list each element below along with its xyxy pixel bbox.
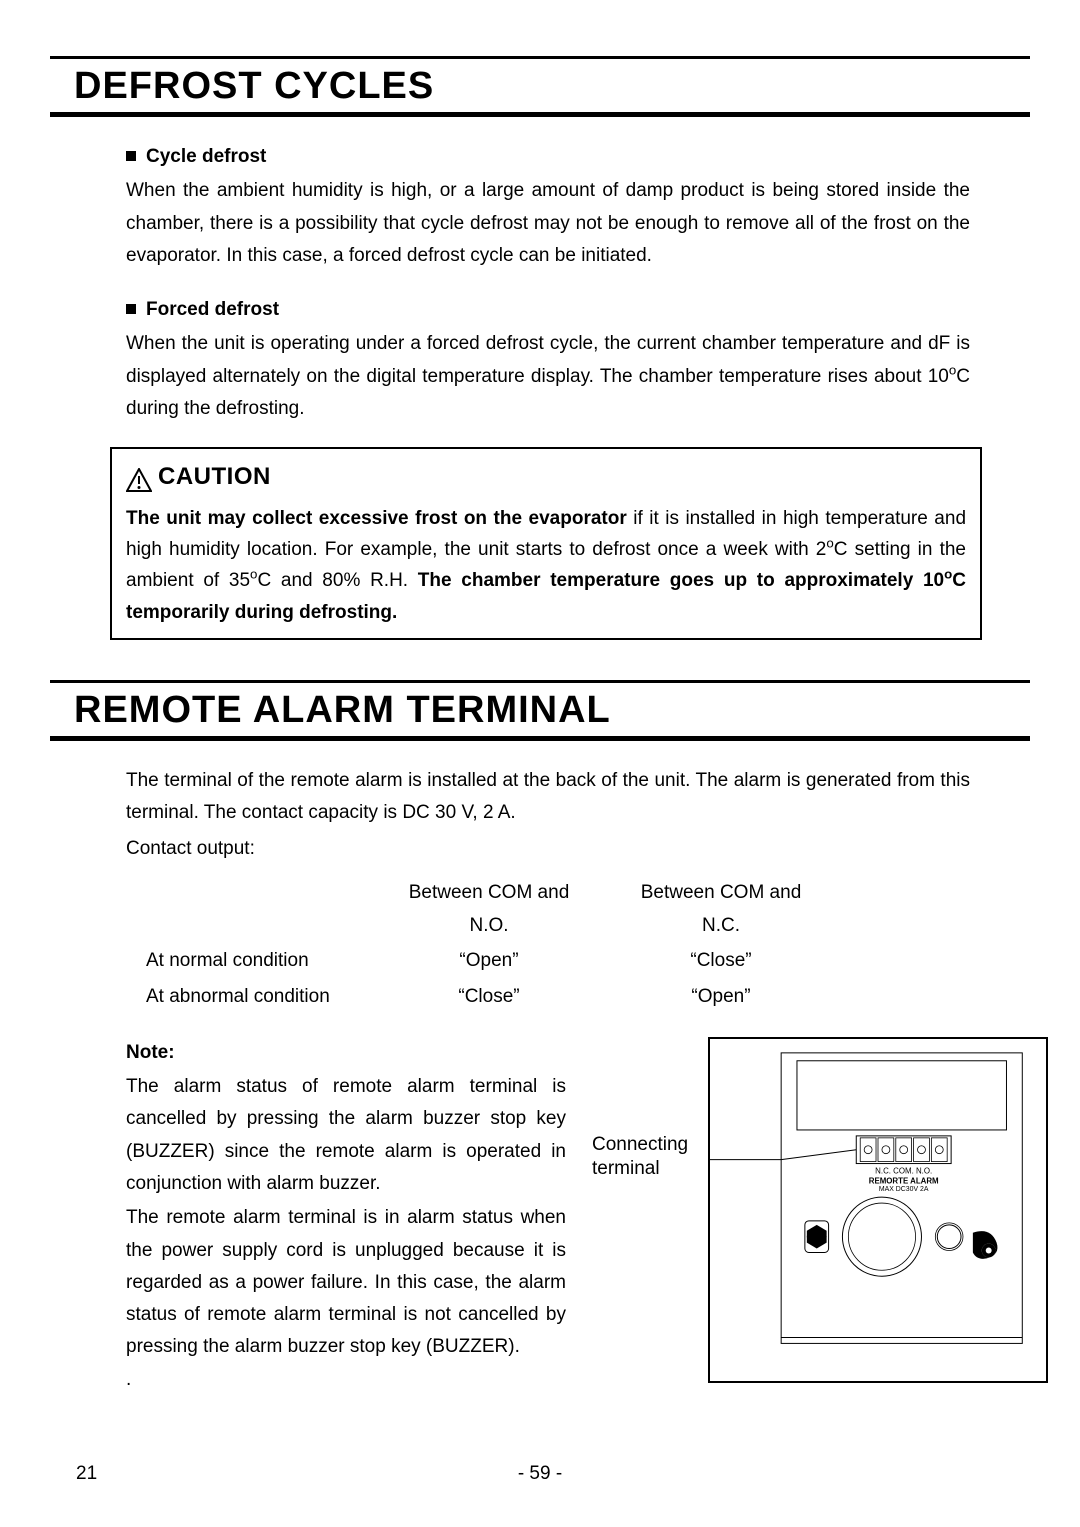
subheading-forced-defrost: Forced defrost <box>126 294 970 326</box>
diagram-label-line1: Connecting <box>592 1134 688 1155</box>
subheading-cycle-defrost: Cycle defrost <box>126 141 970 173</box>
remote-body: The terminal of the remote alarm is inst… <box>50 765 1030 1396</box>
note-paragraph-2: The remote alarm terminal is in alarm st… <box>126 1202 566 1363</box>
contact-output-label: Contact output: <box>126 833 970 865</box>
table-cell-r1c1: At normal condition <box>146 944 386 977</box>
section-title-remote: REMOTE ALARM TERMINAL <box>50 689 1030 732</box>
subheading-cycle-defrost-text: Cycle defrost <box>146 146 266 167</box>
bullet-icon <box>126 151 136 161</box>
table-header-nc: Between COM and N.C. <box>620 876 850 943</box>
note-heading: Note: <box>126 1037 566 1069</box>
table-cell-r2c3: “Open” <box>620 980 850 1013</box>
diagram-panel: N.C. COM. N.O. REMORTE ALARM MAX DC30V 2… <box>708 1037 1048 1383</box>
contact-output-table: Between COM and N.O. Between COM and N.C… <box>144 874 852 1015</box>
table-header-no: Between COM and N.O. <box>388 876 618 943</box>
section-title-bar-remote: REMOTE ALARM TERMINAL <box>50 680 1030 741</box>
table-cell-r1c3: “Close” <box>620 944 850 977</box>
defrost-body: Cycle defrost When the ambient humidity … <box>50 141 1030 425</box>
table-header-row: Between COM and N.O. Between COM and N.C… <box>146 876 850 943</box>
terminal-label-mid: REMORTE ALARM <box>869 1176 939 1185</box>
diagram-label-line2: terminal <box>592 1158 660 1179</box>
table-row: At abnormal condition “Close” “Open” <box>146 980 850 1013</box>
caution-triangle-icon <box>126 465 152 489</box>
cycle-defrost-paragraph: When the ambient humidity is high, or a … <box>126 175 970 272</box>
diagram-label: Connecting terminal <box>592 1133 704 1182</box>
table-row: At normal condition “Open” “Close” <box>146 944 850 977</box>
subheading-forced-defrost-text: Forced defrost <box>146 299 279 320</box>
section-title-defrost: DEFROST CYCLES <box>50 65 1030 108</box>
page-number-center: - 59 - <box>518 1463 562 1485</box>
caution-mid3: C and 80% R.H. <box>257 570 417 591</box>
page-number-left: 21 <box>76 1463 97 1485</box>
page: DEFROST CYCLES Cycle defrost When the am… <box>0 0 1080 1527</box>
table-cell-r1c2: “Open” <box>388 944 618 977</box>
note-trailing-dot: . <box>126 1364 566 1396</box>
note-row: Note: The alarm status of remote alarm t… <box>126 1037 970 1396</box>
section-title-bar-defrost: DEFROST CYCLES <box>50 56 1030 117</box>
spacer <box>50 640 1030 680</box>
table-header-empty <box>146 876 386 943</box>
note-paragraph-1: The alarm status of remote alarm termina… <box>126 1071 566 1200</box>
forced-defrost-paragraph: When the unit is operating under a force… <box>126 328 970 425</box>
diagram-block: Connecting terminal <box>592 1037 1048 1396</box>
bullet-icon <box>126 304 136 314</box>
caution-box: CAUTION The unit may collect excessive f… <box>110 447 982 640</box>
note-text-block: Note: The alarm status of remote alarm t… <box>126 1037 566 1396</box>
terminal-label-top: N.C. COM. N.O. <box>875 1166 932 1175</box>
caution-text: The unit may collect excessive frost on … <box>126 503 966 628</box>
caution-bold-lead: The unit may collect excessive frost on … <box>126 508 627 529</box>
remote-intro: The terminal of the remote alarm is inst… <box>126 765 970 830</box>
table-cell-r2c1: At abnormal condition <box>146 980 386 1013</box>
caution-bold-tail-pre: The chamber temperature goes up to appro… <box>418 570 944 591</box>
rear-panel-diagram-icon: N.C. COM. N.O. REMORTE ALARM MAX DC30V 2… <box>710 1039 1046 1381</box>
caution-label-text: CAUTION <box>158 457 271 497</box>
terminal-label-bot: MAX DC30V 2A <box>879 1186 929 1193</box>
table-cell-r2c2: “Close” <box>388 980 618 1013</box>
forced-defrost-text-pre: When the unit is operating under a force… <box>126 333 970 386</box>
caution-label: CAUTION <box>126 457 271 497</box>
degree-superscript: o <box>826 536 833 551</box>
